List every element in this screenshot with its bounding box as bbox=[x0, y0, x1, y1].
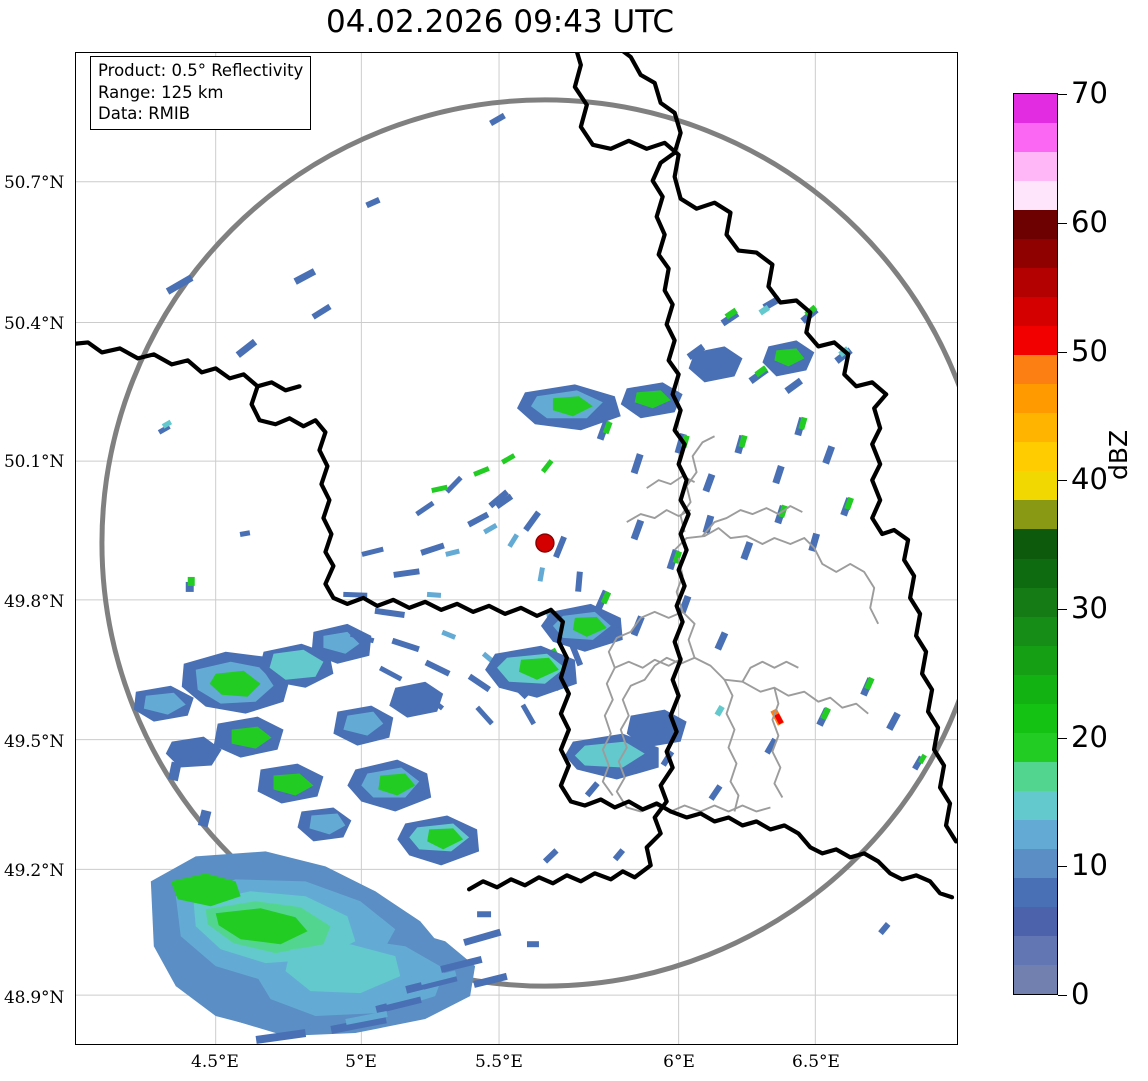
colorbar-band bbox=[1014, 790, 1057, 820]
colorbar-band bbox=[1014, 268, 1057, 298]
colorbar-band bbox=[1014, 500, 1057, 530]
lat-tick-label-50-1: 50.1°N bbox=[3, 452, 64, 472]
radar-echo-layer bbox=[133, 112, 927, 1044]
echo-cluster-border bbox=[485, 603, 687, 780]
colorbar-label-40: 40 bbox=[1071, 462, 1108, 496]
radar-map-panel[interactable]: Product: 0.5° Reflectivity Range: 125 km… bbox=[75, 52, 958, 1045]
lon-tick-label-6: 6°E bbox=[663, 1052, 695, 1072]
colorbar-label-20: 20 bbox=[1071, 720, 1108, 754]
colorbar-band bbox=[1014, 297, 1057, 327]
page-title: 04.02.2026 09:43 UTC bbox=[326, 4, 674, 40]
lat-tick-label-50-7: 50.7°N bbox=[3, 173, 64, 193]
country-borders bbox=[76, 53, 957, 900]
colorbar-band bbox=[1014, 471, 1057, 501]
colorbar-label-10: 10 bbox=[1071, 848, 1108, 882]
colorbar-band bbox=[1014, 152, 1057, 182]
echo-high-dbz-pixel bbox=[770, 708, 785, 726]
colorbar-band bbox=[1014, 645, 1057, 675]
colorbar-band bbox=[1014, 587, 1057, 617]
info-data-line: Data: RMIB bbox=[98, 104, 191, 123]
colorbar-band bbox=[1014, 703, 1057, 733]
echo-cluster-west-1 bbox=[133, 643, 352, 842]
lat-tick-label-50-4: 50.4°N bbox=[3, 314, 64, 334]
info-product-line: Product: 0.5° Reflectivity bbox=[98, 61, 304, 80]
colorbar-band bbox=[1014, 732, 1057, 762]
lon-tick-label-5-5: 5.5°E bbox=[475, 1052, 523, 1072]
radar-site-marker bbox=[535, 533, 555, 553]
colorbar-label-60: 60 bbox=[1071, 205, 1108, 239]
lon-tick-label-4-5: 4.5°E bbox=[191, 1052, 239, 1072]
colorbar-tick-50 bbox=[1058, 352, 1067, 353]
colorbar-label-50: 50 bbox=[1071, 334, 1108, 368]
colorbar-tick-30 bbox=[1058, 609, 1067, 610]
echo-blips-cyan bbox=[161, 419, 173, 429]
colorbar-label-70: 70 bbox=[1071, 76, 1108, 110]
colorbar-tick-20 bbox=[1058, 738, 1067, 739]
colorbar-band bbox=[1014, 761, 1057, 791]
colorbar-band bbox=[1014, 94, 1057, 124]
echo-cluster-central-south bbox=[311, 623, 480, 866]
colorbar-band bbox=[1014, 181, 1057, 211]
colorbar-band bbox=[1014, 210, 1057, 240]
colorbar-band bbox=[1014, 848, 1057, 878]
colorbar-label-30: 30 bbox=[1071, 591, 1108, 625]
colorbar-band bbox=[1014, 616, 1057, 646]
colorbar-band bbox=[1014, 384, 1057, 414]
colorbar-band bbox=[1014, 123, 1057, 153]
range-ring-125km bbox=[99, 97, 957, 989]
lon-tick-label-6-5: 6.5°E bbox=[792, 1052, 840, 1072]
colorbar[interactable] bbox=[1013, 93, 1058, 995]
echo-cluster-sw-band bbox=[150, 851, 508, 1044]
colorbar-band bbox=[1014, 413, 1057, 443]
colorbar-tick-60 bbox=[1058, 223, 1067, 224]
colorbar-band bbox=[1014, 529, 1057, 559]
lat-tick-label-49-5: 49.5°N bbox=[3, 732, 64, 752]
echo-blips bbox=[157, 424, 925, 948]
colorbar-label-0: 0 bbox=[1071, 977, 1090, 1011]
region-borders bbox=[601, 435, 880, 813]
colorbar-band bbox=[1014, 819, 1057, 849]
colorbar-band bbox=[1014, 558, 1057, 588]
colorbar-band bbox=[1014, 326, 1057, 356]
radar-map-canvas bbox=[76, 53, 957, 1044]
lat-tick-label-48-9: 48.9°N bbox=[3, 988, 64, 1008]
lat-tick-label-49-8: 49.8°N bbox=[3, 592, 64, 612]
colorbar-band bbox=[1014, 442, 1057, 472]
colorbar-band bbox=[1014, 964, 1057, 994]
colorbar-tick-0 bbox=[1058, 995, 1067, 996]
lon-tick-label-5: 5°E bbox=[345, 1052, 377, 1072]
echo-blips-green bbox=[187, 576, 927, 765]
colorbar-band bbox=[1014, 877, 1057, 907]
colorbar-unit-label: dBZ bbox=[1104, 429, 1133, 480]
colorbar-band bbox=[1014, 935, 1057, 965]
colorbar-tick-40 bbox=[1058, 480, 1067, 481]
colorbar-band bbox=[1014, 906, 1057, 936]
info-box: Product: 0.5° Reflectivity Range: 125 km… bbox=[90, 56, 312, 130]
colorbar-band bbox=[1014, 674, 1057, 704]
colorbar-tick-10 bbox=[1058, 866, 1067, 867]
colorbar-band bbox=[1014, 239, 1057, 269]
echo-cluster-east bbox=[542, 416, 901, 864]
info-range-line: Range: 125 km bbox=[98, 82, 224, 102]
colorbar-band bbox=[1014, 355, 1057, 385]
colorbar-tick-70 bbox=[1058, 94, 1067, 95]
lat-tick-label-49-2: 49.2°N bbox=[3, 861, 64, 881]
